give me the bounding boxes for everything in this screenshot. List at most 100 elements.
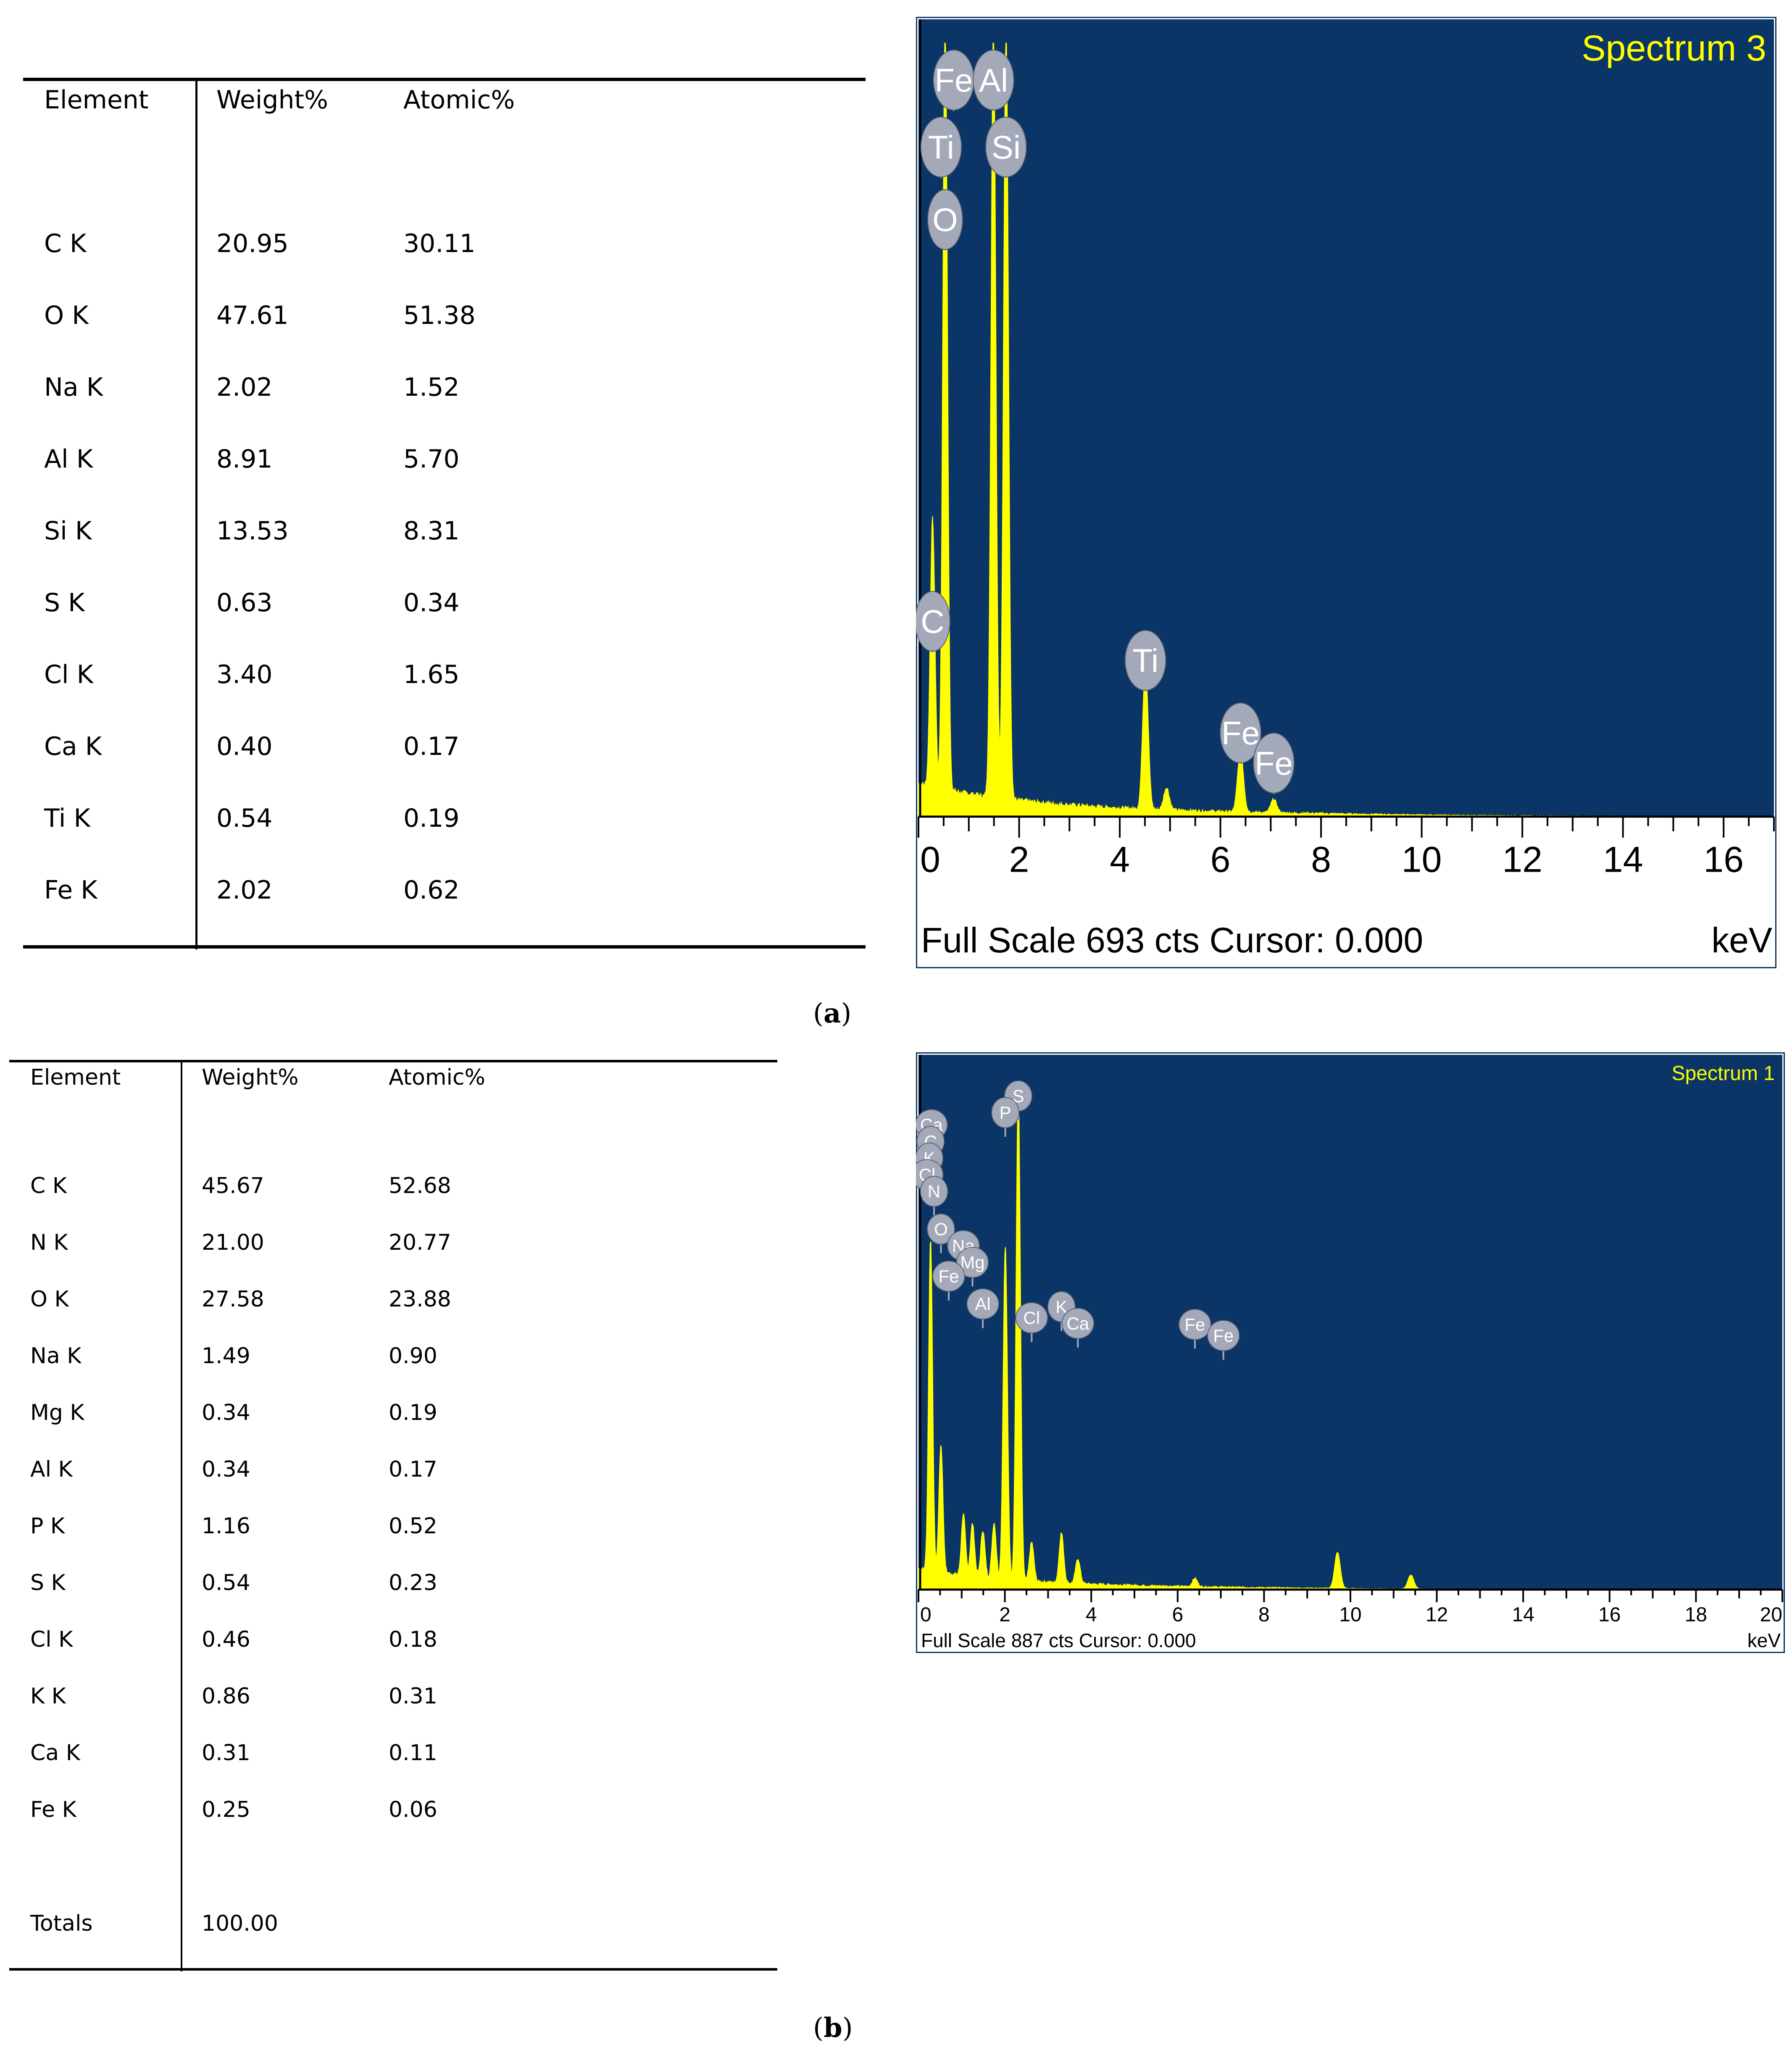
table-header-atomic-pct: Atomic% bbox=[403, 85, 515, 115]
peak-label-text: C bbox=[921, 603, 944, 640]
plot-background bbox=[918, 1055, 1782, 1590]
table-cell-atomic: 0.62 bbox=[403, 875, 460, 905]
peak-label-badge bbox=[1207, 1320, 1240, 1351]
peak-label: O bbox=[927, 189, 963, 251]
peak-label-badge bbox=[1124, 630, 1166, 691]
table-cell-element: N K bbox=[30, 1230, 68, 1255]
table-cell-atomic: 0.17 bbox=[389, 1457, 437, 1482]
table-header-element: Element bbox=[44, 85, 149, 115]
table-cell-atomic: 0.11 bbox=[389, 1740, 437, 1766]
x-tick-label: 6 bbox=[1172, 1604, 1183, 1626]
table-cell-atomic: 0.23 bbox=[389, 1570, 437, 1595]
table-cell-weight: 0.54 bbox=[216, 804, 273, 833]
peak-label-text: O bbox=[934, 1219, 948, 1239]
peak-label-badge bbox=[966, 1288, 999, 1320]
table-a: Element Weight% Atomic% C K 20.95 30.11 O K 47.… bbox=[23, 78, 866, 949]
table-cell-element: K K bbox=[30, 1684, 66, 1709]
table-header-atomic-pct: Atomic% bbox=[389, 1065, 485, 1090]
peak-label-text: N bbox=[928, 1182, 940, 1201]
peak-label: Al bbox=[973, 50, 1014, 111]
table-b-column-divider bbox=[181, 1060, 182, 1971]
table-a-top-rule bbox=[23, 78, 866, 81]
table-cell-element: Fe K bbox=[44, 875, 97, 905]
table-cell-atomic: 5.70 bbox=[403, 444, 460, 474]
table-cell-atomic: 20.77 bbox=[389, 1230, 451, 1255]
table-cell-element: Fe K bbox=[30, 1797, 76, 1822]
table-cell-element: O K bbox=[30, 1287, 69, 1312]
peak-label: Fe bbox=[933, 50, 975, 111]
table-cell-atomic: 0.19 bbox=[403, 804, 460, 833]
caption-a: (a) bbox=[813, 998, 852, 1029]
peak-label-badge bbox=[991, 1097, 1020, 1128]
peak-label-badge bbox=[1061, 1308, 1095, 1339]
table-cell-weight: 13.53 bbox=[216, 516, 289, 546]
peak-label-text: Al bbox=[975, 1294, 990, 1314]
x-tick-label: 0 bbox=[920, 1604, 932, 1626]
table-cell-element: Cl K bbox=[44, 660, 93, 689]
table-cell-atomic: 51.38 bbox=[403, 301, 476, 330]
peak-label-badge bbox=[932, 1260, 965, 1292]
table-cell-element: Si K bbox=[44, 516, 92, 546]
table-cell-atomic: 30.11 bbox=[403, 229, 476, 258]
peak-label-text: Fe bbox=[934, 62, 973, 99]
peak-label: N bbox=[920, 1175, 948, 1216]
peak-label-text: O bbox=[932, 201, 958, 238]
table-cell-element: Ti K bbox=[44, 804, 90, 833]
table-cell-atomic: 23.88 bbox=[389, 1287, 451, 1312]
x-tick-label: 18 bbox=[1685, 1604, 1707, 1626]
table-header-weight-pct: Weight% bbox=[202, 1065, 299, 1090]
x-tick-label: 0 bbox=[920, 840, 940, 880]
table-cell-weight: 0.86 bbox=[202, 1684, 250, 1709]
peak-label: P bbox=[991, 1097, 1020, 1137]
table-cell-element: C K bbox=[30, 1173, 67, 1198]
x-tick-label: 6 bbox=[1210, 840, 1231, 880]
x-tick-label: 10 bbox=[1339, 1604, 1361, 1626]
table-cell-weight: 0.25 bbox=[202, 1797, 250, 1822]
table-cell-weight: 47.61 bbox=[216, 301, 289, 330]
peak-label-text: Al bbox=[979, 62, 1008, 99]
table-cell-element: Cl K bbox=[30, 1627, 73, 1652]
table-totals-label: Totals bbox=[30, 1911, 93, 1936]
table-b: Element Weight% Atomic% C K 45.67 52.68 N K 21.… bbox=[9, 1060, 777, 1971]
peak-label-text: Ca bbox=[1066, 1314, 1089, 1333]
peak-label-text: Cl bbox=[1024, 1308, 1040, 1328]
table-cell-element: Mg K bbox=[30, 1400, 84, 1425]
peak-label: Fe bbox=[1207, 1320, 1240, 1360]
table-cell-weight: 2.02 bbox=[216, 875, 273, 905]
table-totals-value: 100.00 bbox=[202, 1911, 278, 1936]
table-a-column-divider bbox=[195, 78, 197, 949]
x-tick-label: 14 bbox=[1512, 1604, 1534, 1626]
table-cell-weight: 0.40 bbox=[216, 732, 273, 761]
table-cell-element: Na K bbox=[44, 373, 103, 402]
table-cell-element: Na K bbox=[30, 1343, 82, 1369]
table-cell-element: S K bbox=[44, 588, 85, 618]
peak-label: Ti bbox=[920, 116, 962, 178]
table-header-weight-pct: Weight% bbox=[216, 85, 329, 115]
table-cell-atomic: 1.65 bbox=[403, 660, 460, 689]
table-cell-atomic: 1.52 bbox=[403, 373, 460, 402]
peak-label-badge bbox=[927, 1213, 955, 1245]
x-tick-label: 8 bbox=[1311, 840, 1331, 880]
table-cell-weight: 0.31 bbox=[202, 1740, 250, 1766]
table-cell-element: S K bbox=[30, 1570, 66, 1595]
chart-title: Spectrum 3 bbox=[1581, 28, 1766, 68]
table-cell-weight: 20.95 bbox=[216, 229, 289, 258]
peak-label-badge bbox=[916, 591, 950, 652]
table-cell-weight: 45.67 bbox=[202, 1173, 264, 1198]
table-cell-atomic: 8.31 bbox=[403, 516, 460, 546]
table-cell-weight: 0.46 bbox=[202, 1627, 250, 1652]
table-cell-weight: 1.49 bbox=[202, 1343, 250, 1369]
peak-label-badge bbox=[985, 116, 1027, 178]
peak-label: Si bbox=[985, 116, 1027, 178]
x-tick-label: 4 bbox=[1086, 1604, 1097, 1626]
peak-label-text: P bbox=[1000, 1103, 1011, 1122]
x-tick-label: 2 bbox=[1009, 840, 1029, 880]
peak-label-badge bbox=[1220, 702, 1261, 764]
table-cell-element: O K bbox=[44, 301, 89, 330]
table-cell-element: Al K bbox=[30, 1457, 73, 1482]
peak-label-badge bbox=[1179, 1309, 1211, 1340]
table-cell-weight: 2.02 bbox=[216, 373, 273, 402]
table-cell-element: Al K bbox=[44, 444, 93, 474]
